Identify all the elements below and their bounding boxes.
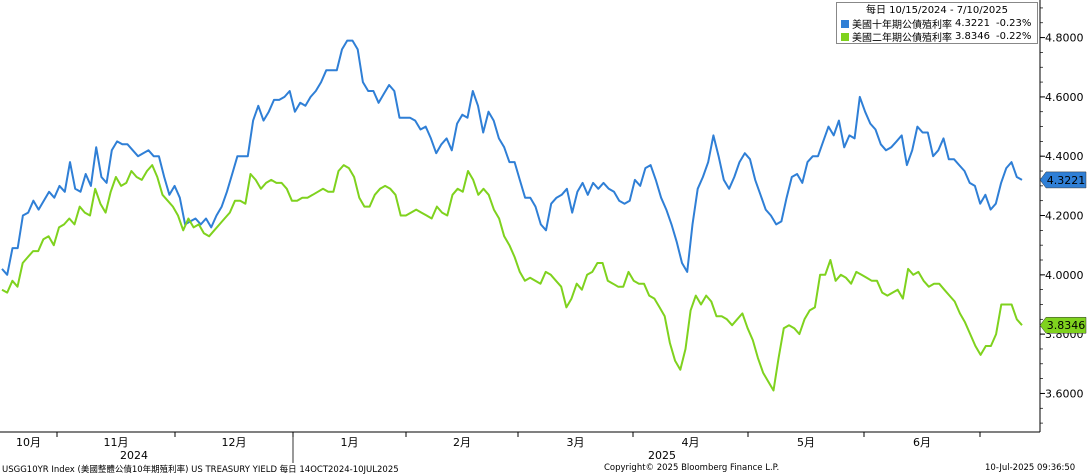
series-line-2y (1, 164, 1023, 392)
value-tag-label-10y: 4.3221 (1047, 174, 1086, 187)
value-tag-label-2y: 3.8346 (1047, 319, 1086, 332)
legend-value-10y: 4.3221 (955, 18, 990, 29)
footer-source: USGG10YR Index (美國整體公債10年期殖利率) US TREASU… (2, 465, 399, 475)
footer-copyright: Copyright© 2025 Bloomberg Finance L.P. (604, 463, 780, 473)
value-tag-10y (1039, 171, 1087, 189)
value-tag-2y (1039, 316, 1087, 334)
legend-label-10y: 美國十年期公債殖利率 (852, 20, 952, 31)
series-line-10y (1, 39, 1023, 276)
legend-entry-10y: 美國十年期公債殖利率 4.3221 -0.23% (837, 17, 1037, 31)
x-year-label-0: 2024 (120, 449, 148, 462)
footer-timestamp: 10-Jul-2025 09:36:50 (985, 463, 1076, 473)
x-year-label-1: 2025 (648, 449, 676, 462)
legend-change-2y: -0.22% (996, 31, 1032, 42)
legend-swatch-10y (841, 19, 849, 28)
y-tick-label-0: 3.6000 (1045, 387, 1084, 400)
legend-change-10y: -0.23% (996, 18, 1032, 29)
x-tick-label-8: 6月 (913, 436, 931, 449)
x-tick-label-6: 4月 (682, 436, 700, 449)
legend: 每日 10/15/2024 - 7/10/2025 美國十年期公債殖利率 4.3… (836, 2, 1038, 44)
legend-label-2y: 美國二年期公債殖利率 (852, 33, 952, 44)
legend-value-2y: 3.8346 (955, 31, 990, 42)
x-tick-label-5: 3月 (567, 436, 585, 449)
x-tick-label-4: 2月 (453, 436, 471, 449)
x-tick-label-7: 5月 (797, 436, 815, 449)
legend-swatch-2y (841, 32, 849, 41)
x-tick-label-3: 1月 (341, 436, 359, 449)
x-tick-label-2: 12月 (222, 436, 247, 449)
legend-title: 每日 10/15/2024 - 7/10/2025 (865, 5, 1009, 16)
legend-entry-2y: 美國二年期公債殖利率 3.8346 -0.22% (837, 30, 1037, 44)
x-tick-label-0: 10月 (16, 436, 41, 449)
y-tick-label-4: 4.4000 (1045, 150, 1084, 163)
y-tick-label-3: 4.2000 (1045, 210, 1084, 223)
x-tick-label-1: 11月 (104, 436, 129, 449)
y-tick-label-2: 4.0000 (1045, 269, 1084, 282)
y-tick-label-6: 4.8000 (1045, 32, 1084, 45)
y-tick-label-5: 4.6000 (1045, 91, 1084, 104)
